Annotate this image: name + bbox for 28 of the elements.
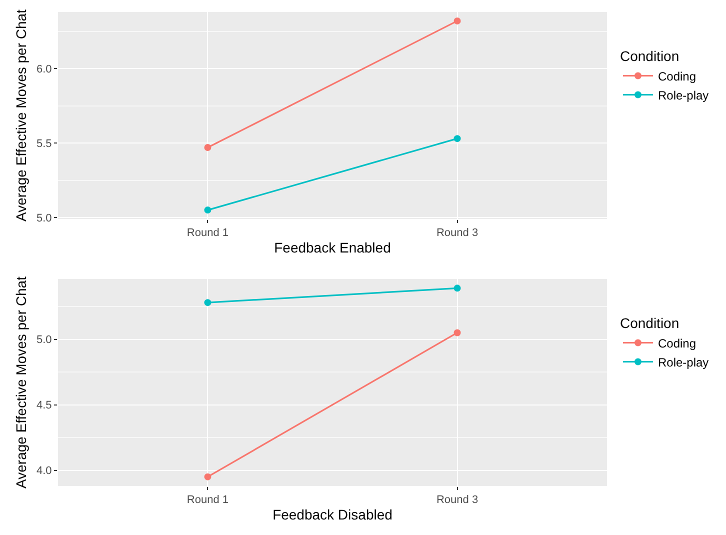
- point: [454, 17, 461, 24]
- legend-label: Coding: [658, 336, 696, 350]
- point: [454, 135, 461, 142]
- legend-label: Coding: [658, 69, 696, 84]
- point: [454, 329, 461, 336]
- x-tick-label: Round 1: [186, 227, 229, 240]
- y-tick-label: 4.5: [36, 400, 52, 412]
- y-axis-title: Average Effective Moves per Chat: [13, 9, 30, 222]
- x-axis-title: Feedback Enabled: [274, 240, 391, 256]
- legend-title: Condition: [620, 315, 680, 332]
- y-tick-label: 5.0: [36, 212, 52, 224]
- legend-title: Condition: [620, 48, 680, 64]
- point: [454, 284, 461, 292]
- x-tick-label: Round 3: [436, 227, 478, 240]
- y-tick-label: 4.0: [36, 465, 52, 478]
- x-tick-label: Round 1: [186, 494, 229, 506]
- y-axis-title: Average Effective Moves per Chat: [13, 276, 30, 488]
- x-axis-title: Feedback Disabled: [272, 506, 392, 522]
- point: [204, 206, 212, 214]
- point: [204, 473, 212, 480]
- legend-label: Role-play: [658, 88, 709, 102]
- legend-label: Role-play: [658, 355, 709, 370]
- x-tick-label: Round 3: [436, 494, 478, 506]
- y-tick-label: 5.0: [36, 334, 52, 346]
- y-tick-label: 6.0: [36, 63, 52, 76]
- point: [204, 144, 212, 152]
- point: [204, 299, 212, 306]
- y-tick-label: 5.5: [36, 138, 52, 150]
